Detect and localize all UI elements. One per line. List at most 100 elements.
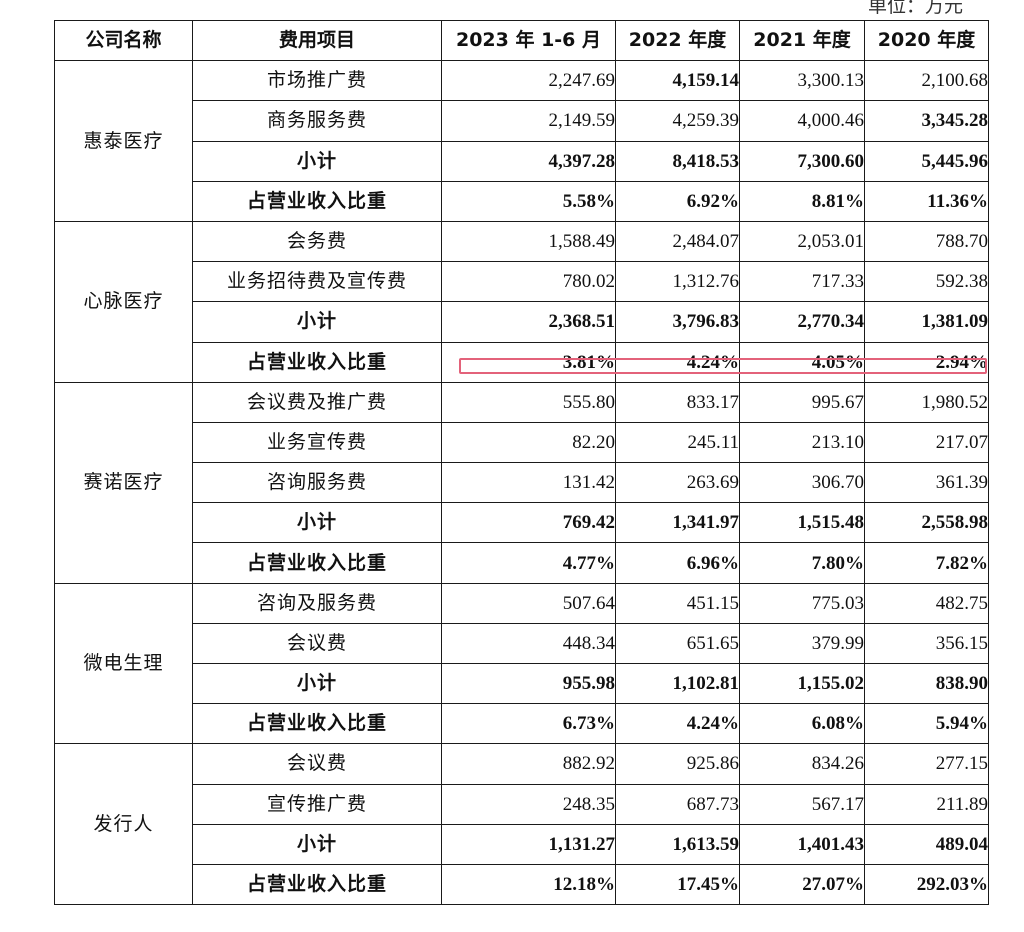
- expense-item-cell: 宣传推广费: [192, 783, 442, 825]
- table-row: 业务招待费及宣传费 780.02 1,312.76 717.33 592.38: [55, 261, 989, 303]
- value-cell: 1,613.59: [615, 823, 740, 865]
- table-row: 占营业收入比重 3.81% 4.24% 4.05% 2.94%: [55, 341, 989, 383]
- expense-item-cell: 会议费及推广费: [192, 381, 442, 423]
- value-cell: 4,000.46: [739, 100, 865, 142]
- value-cell: 687.73: [615, 783, 740, 825]
- table-row: 小计 1,131.27 1,613.59 1,401.43 489.04: [55, 823, 989, 865]
- value-cell: 1,155.02: [739, 662, 865, 705]
- value-cell: 769.42: [441, 502, 616, 544]
- expense-item-cell: 咨询服务费: [192, 462, 442, 504]
- value-cell: 2,368.51: [441, 301, 616, 343]
- value-cell: 356.15: [864, 622, 989, 665]
- expense-item-cell: 咨询及服务费: [192, 582, 442, 624]
- table-row: 占营业收入比重 6.73% 4.24% 6.08% 5.94%: [55, 703, 989, 745]
- value-cell: 2.94%: [864, 341, 989, 383]
- value-cell: 1,312.76: [615, 261, 740, 303]
- company-name-cell: 惠泰医疗: [54, 60, 193, 222]
- value-cell: 6.96%: [615, 542, 740, 584]
- header-2020: 2020 年度: [864, 19, 989, 62]
- value-cell: 1,588.49: [441, 220, 616, 263]
- value-cell: 838.90: [864, 662, 989, 705]
- expense-item-cell: 占营业收入比重: [192, 703, 442, 745]
- value-cell: 788.70: [864, 220, 989, 263]
- header-2022: 2022 年度: [615, 19, 740, 62]
- value-cell: 27.07%: [739, 863, 865, 906]
- expense-item-cell: 商务服务费: [192, 100, 442, 142]
- value-cell: 4,397.28: [441, 140, 616, 182]
- expense-item-cell: 业务宣传费: [192, 421, 442, 464]
- value-cell: 306.70: [739, 462, 865, 504]
- value-cell: 955.98: [441, 662, 616, 705]
- value-cell: 4.24%: [615, 703, 740, 745]
- value-cell: 4,159.14: [615, 60, 740, 102]
- value-cell: 448.34: [441, 622, 616, 665]
- value-cell: 4.24%: [615, 341, 740, 383]
- table-row: 小计 955.98 1,102.81 1,155.02 838.90: [55, 662, 989, 705]
- expense-table: 公司名称 费用项目 2023 年 1-6 月 2022 年度 2021 年度 2…: [54, 19, 989, 906]
- value-cell: 651.65: [615, 622, 740, 665]
- value-cell: 925.86: [615, 743, 740, 785]
- value-cell: 1,341.97: [615, 502, 740, 544]
- expense-item-cell: 小计: [192, 140, 442, 182]
- value-cell: 2,100.68: [864, 60, 989, 102]
- value-cell: 833.17: [615, 381, 740, 423]
- value-cell: 834.26: [739, 743, 865, 785]
- expense-item-cell: 占营业收入比重: [192, 542, 442, 584]
- value-cell: 1,980.52: [864, 381, 989, 423]
- expense-item-cell: 小计: [192, 502, 442, 544]
- value-cell: 361.39: [864, 462, 989, 504]
- table-row: 小计 2,368.51 3,796.83 2,770.34 1,381.09: [55, 301, 989, 343]
- table-row: 占营业收入比重 12.18% 17.45% 27.07% 292.03%: [55, 863, 989, 906]
- value-cell: 4.05%: [739, 341, 865, 383]
- value-cell: 2,247.69: [441, 60, 616, 102]
- value-cell: 1,515.48: [739, 502, 865, 544]
- value-cell: 11.36%: [864, 180, 989, 222]
- value-cell: 717.33: [739, 261, 865, 303]
- value-cell: 2,770.34: [739, 301, 865, 343]
- table-row: 微电生理 咨询及服务费 507.64 451.15 775.03 482.75: [54, 582, 989, 745]
- expense-item-cell: 业务招待费及宣传费: [192, 261, 442, 303]
- value-cell: 263.69: [615, 462, 740, 504]
- unit-label: 单位：万元: [868, 0, 964, 17]
- table-row: 业务宣传费 82.20 245.11 213.10 217.07: [55, 421, 989, 464]
- value-cell: 292.03%: [864, 863, 989, 906]
- table-row: 会议费 448.34 651.65 379.99 356.15: [55, 622, 989, 665]
- table-row: 小计 769.42 1,341.97 1,515.48 2,558.98: [55, 502, 989, 544]
- table-row: 宣传推广费 248.35 687.73 567.17 211.89: [55, 783, 989, 825]
- value-cell: 2,558.98: [864, 502, 989, 544]
- value-cell: 5.94%: [864, 703, 989, 745]
- value-cell: 17.45%: [615, 863, 740, 906]
- value-cell: 1,381.09: [864, 301, 989, 343]
- value-cell: 217.07: [864, 421, 989, 464]
- header-row: 公司名称 费用项目 2023 年 1-6 月 2022 年度 2021 年度 2…: [54, 19, 989, 62]
- value-cell: 131.42: [441, 462, 616, 504]
- value-cell: 775.03: [739, 582, 865, 624]
- value-cell: 6.92%: [615, 180, 740, 222]
- value-cell: 3.81%: [441, 341, 616, 383]
- value-cell: 780.02: [441, 261, 616, 303]
- value-cell: 4,259.39: [615, 100, 740, 142]
- value-cell: 1,401.43: [739, 823, 865, 865]
- value-cell: 4.77%: [441, 542, 616, 584]
- value-cell: 5.58%: [441, 180, 616, 222]
- table-row: 商务服务费 2,149.59 4,259.39 4,000.46 3,345.28: [55, 100, 989, 142]
- value-cell: 1,131.27: [441, 823, 616, 865]
- expense-item-cell: 小计: [192, 662, 442, 705]
- table-row: 小计 4,397.28 8,418.53 7,300.60 5,445.96: [55, 140, 989, 182]
- value-cell: 6.08%: [739, 703, 865, 745]
- table-row: 发行人 会议费 882.92 925.86 834.26 277.15: [54, 743, 989, 906]
- expense-item-cell: 小计: [192, 301, 442, 343]
- value-cell: 2,149.59: [441, 100, 616, 142]
- expense-item-cell: 会议费: [192, 622, 442, 665]
- header-2023-h1: 2023 年 1-6 月: [441, 19, 616, 62]
- table-row: 咨询服务费 131.42 263.69 306.70 361.39: [55, 462, 989, 504]
- table-row: 占营业收入比重 5.58% 6.92% 8.81% 11.36%: [55, 180, 989, 222]
- table-row: 赛诺医疗 会议费及推广费 555.80 833.17 995.67 1,980.52: [54, 381, 989, 584]
- value-cell: 7,300.60: [739, 140, 865, 182]
- company-name-cell: 发行人: [54, 743, 193, 906]
- header-2021: 2021 年度: [739, 19, 865, 62]
- company-name-cell: 微电生理: [54, 582, 193, 745]
- value-cell: 245.11: [615, 421, 740, 464]
- value-cell: 213.10: [739, 421, 865, 464]
- value-cell: 2,053.01: [739, 220, 865, 263]
